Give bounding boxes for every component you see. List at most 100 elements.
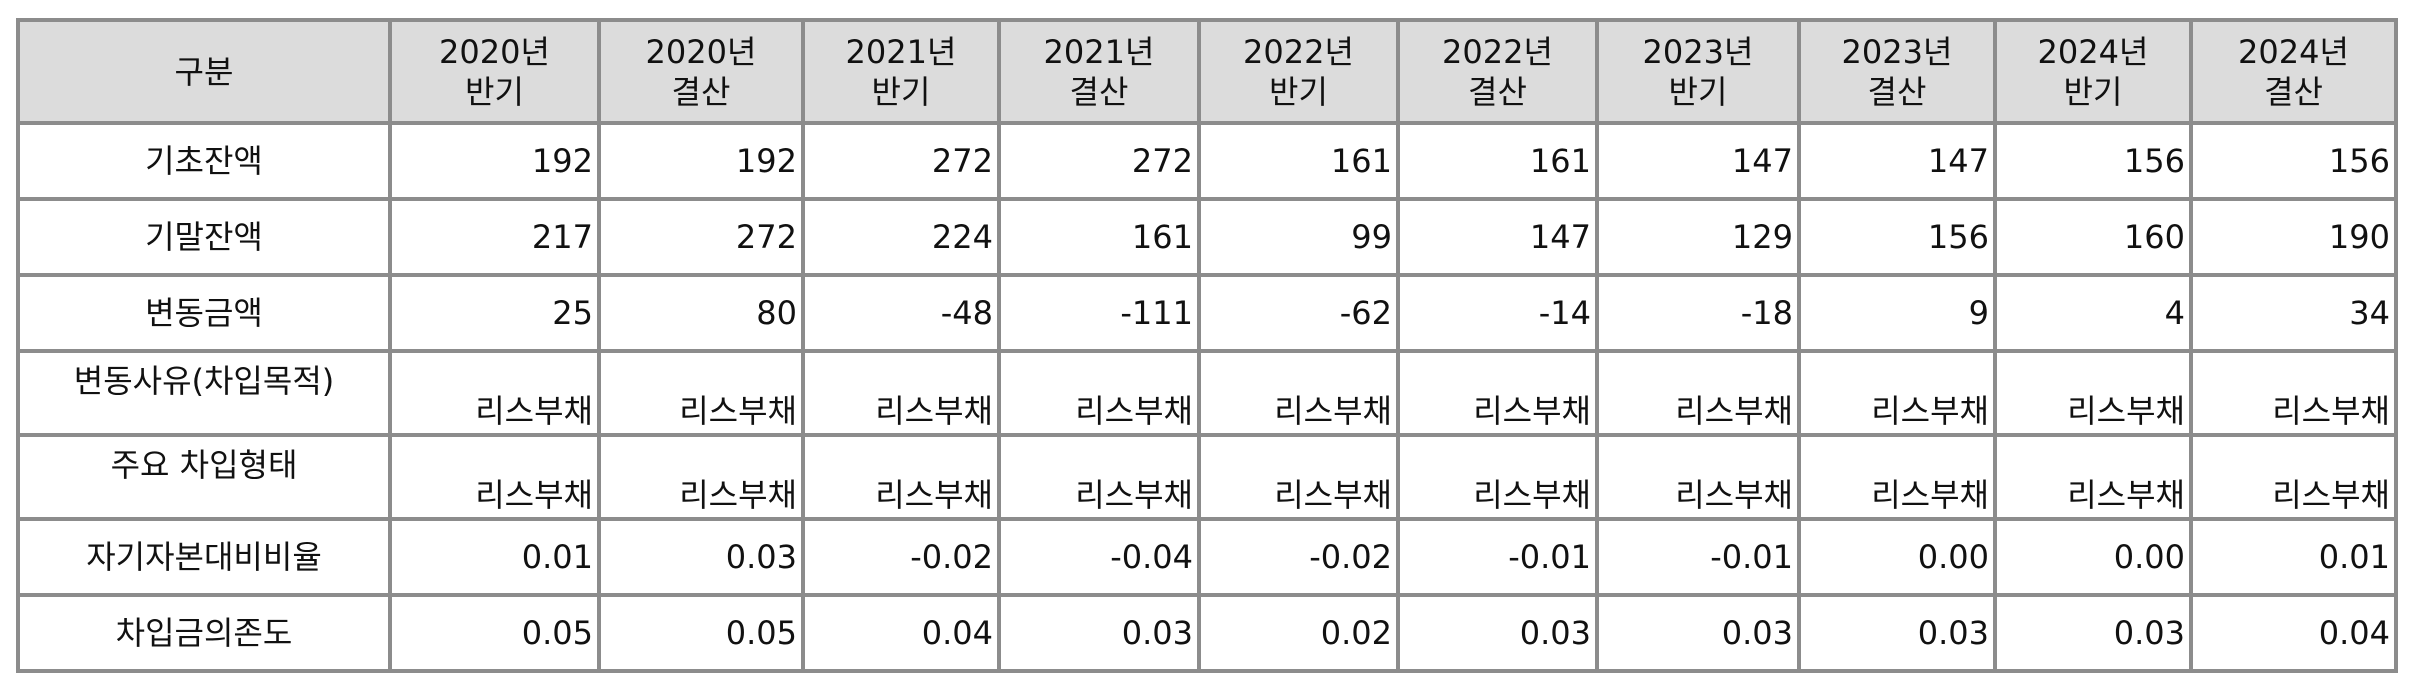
column-header-year: 2021년 <box>845 32 957 71</box>
table-cell: 0.04 <box>801 593 1001 673</box>
table-cell: 리스부채 <box>997 349 1201 437</box>
table-cell: -62 <box>1197 273 1400 353</box>
table-cell: 리스부채 <box>1993 433 2193 521</box>
table-cell: -111 <box>997 273 1201 353</box>
table-row: 변동금액 25 80 -48 -111 -62 -14 -18 9 4 34 <box>16 273 2398 353</box>
corner-header: 구분 <box>16 18 392 125</box>
table-cell: -14 <box>1396 273 1599 353</box>
table-row: 자기자본대비비율 0.01 0.03 -0.02 -0.04 -0.02 -0.01 -0.0… <box>16 517 2398 597</box>
column-header-period: 반기 <box>1668 72 1728 111</box>
table-row: 기초잔액 192 192 272 272 161 161 147 147 156 156 <box>16 121 2398 201</box>
table-cell: -0.02 <box>1197 517 1400 597</box>
table-cell: 0.04 <box>2189 593 2398 673</box>
table-cell: -0.02 <box>801 517 1001 597</box>
table-cell: 0.05 <box>597 593 805 673</box>
table-cell: 리스부채 <box>1396 349 1599 437</box>
table-cell: 리스부채 <box>1197 433 1400 521</box>
table-cell: -18 <box>1595 273 1801 353</box>
column-header: 2024년 결산 <box>2189 18 2398 125</box>
table-cell: 리스부채 <box>1595 433 1801 521</box>
table-cell: 0.03 <box>597 517 805 597</box>
table-cell: 147 <box>1595 121 1801 201</box>
column-header: 2021년 결산 <box>997 18 1201 125</box>
table-cell: 99 <box>1197 197 1400 277</box>
table-cell: 272 <box>997 121 1201 201</box>
column-header-year: 2023년 <box>1841 32 1953 71</box>
column-header: 2022년 반기 <box>1197 18 1400 125</box>
table-cell: 34 <box>2189 273 2398 353</box>
borrowings-table: 구분 2020년 반기 2020년 결산 2021년 반기 2021년 결산 2022년 반기 20… <box>16 18 2398 673</box>
table-cell: 272 <box>597 197 805 277</box>
table-cell: 224 <box>801 197 1001 277</box>
table-row: 주요 차입형태 리스부채 리스부채 리스부채 리스부채 리스부채 리스부채 리스부채 리스부채 리… <box>16 433 2398 521</box>
column-header-period: 반기 <box>2063 72 2123 111</box>
column-header: 2023년 결산 <box>1797 18 1997 125</box>
table-row: 변동사유(차입목적) 리스부채 리스부채 리스부채 리스부채 리스부채 리스부채 리스부채 리스… <box>16 349 2398 437</box>
row-label: 변동금액 <box>16 273 392 353</box>
table-cell: 리스부채 <box>801 433 1001 521</box>
table-cell: 리스부채 <box>1797 349 1997 437</box>
table-cell: 0.03 <box>1396 593 1599 673</box>
table-cell: 272 <box>801 121 1001 201</box>
table-cell: 156 <box>2189 121 2398 201</box>
row-label: 기초잔액 <box>16 121 392 201</box>
table-cell: 0.03 <box>997 593 1201 673</box>
column-header: 2020년 반기 <box>388 18 601 125</box>
column-header-year: 2024년 <box>2037 32 2149 71</box>
table-cell: -48 <box>801 273 1001 353</box>
table-cell: 161 <box>997 197 1201 277</box>
table-cell: -0.01 <box>1396 517 1599 597</box>
column-header-year: 2024년 <box>2238 32 2349 71</box>
row-label: 주요 차입형태 <box>16 433 392 521</box>
table-cell: 9 <box>1797 273 1997 353</box>
column-header-year: 2022년 <box>1243 32 1354 71</box>
table-cell: 리스부채 <box>2189 349 2398 437</box>
column-header: 2021년 반기 <box>801 18 1001 125</box>
table-cell: 0.01 <box>2189 517 2398 597</box>
table-cell: 리스부채 <box>597 349 805 437</box>
table-cell: 161 <box>1396 121 1599 201</box>
column-header-period: 결산 <box>2264 72 2323 111</box>
table-cell: 156 <box>1797 197 1997 277</box>
table-cell: 80 <box>597 273 805 353</box>
column-header-year: 2023년 <box>1642 32 1754 71</box>
table-cell: 0.01 <box>388 517 601 597</box>
table-cell: 리스부채 <box>1595 349 1801 437</box>
table-cell: 리스부채 <box>801 349 1001 437</box>
table-cell: -0.01 <box>1595 517 1801 597</box>
column-header: 2024년 반기 <box>1993 18 2193 125</box>
column-header-period: 결산 <box>1468 72 1527 111</box>
table-cell: 147 <box>1396 197 1599 277</box>
table-cell: 0.02 <box>1197 593 1400 673</box>
table-cell: 리스부채 <box>388 349 601 437</box>
table-body: 기초잔액 192 192 272 272 161 161 147 147 156 156 기말잔액 21… <box>16 121 2398 673</box>
column-header-period: 반기 <box>871 72 931 111</box>
table-cell: 0.03 <box>1993 593 2193 673</box>
table-cell: 4 <box>1993 273 2193 353</box>
table-cell: 0.03 <box>1797 593 1997 673</box>
table-cell: 0.00 <box>1993 517 2193 597</box>
column-header-year: 2021년 <box>1043 32 1155 71</box>
table-cell: 129 <box>1595 197 1801 277</box>
row-label: 기말잔액 <box>16 197 392 277</box>
table-cell: 147 <box>1797 121 1997 201</box>
table-row: 기말잔액 217 272 224 161 99 147 129 156 160 190 <box>16 197 2398 277</box>
column-header-year: 2022년 <box>1442 32 1553 71</box>
column-header: 2020년 결산 <box>597 18 805 125</box>
column-header-period: 반기 <box>465 72 524 111</box>
table-cell: 25 <box>388 273 601 353</box>
table-cell: 192 <box>388 121 601 201</box>
table-cell: 161 <box>1197 121 1400 201</box>
column-header-period: 결산 <box>1069 72 1129 111</box>
table-cell: 190 <box>2189 197 2398 277</box>
table-cell: 리스부채 <box>388 433 601 521</box>
table-cell: 0.03 <box>1595 593 1801 673</box>
table-row: 차입금의존도 0.05 0.05 0.04 0.03 0.02 0.03 0.03 0.03 0.… <box>16 593 2398 673</box>
table-cell: 156 <box>1993 121 2193 201</box>
column-header-year: 2020년 <box>645 32 757 71</box>
table-cell: 리스부채 <box>1197 349 1400 437</box>
table-cell: 리스부채 <box>2189 433 2398 521</box>
column-header-period: 결산 <box>1867 72 1927 111</box>
table-cell: 192 <box>597 121 805 201</box>
table-cell: 리스부채 <box>1396 433 1599 521</box>
